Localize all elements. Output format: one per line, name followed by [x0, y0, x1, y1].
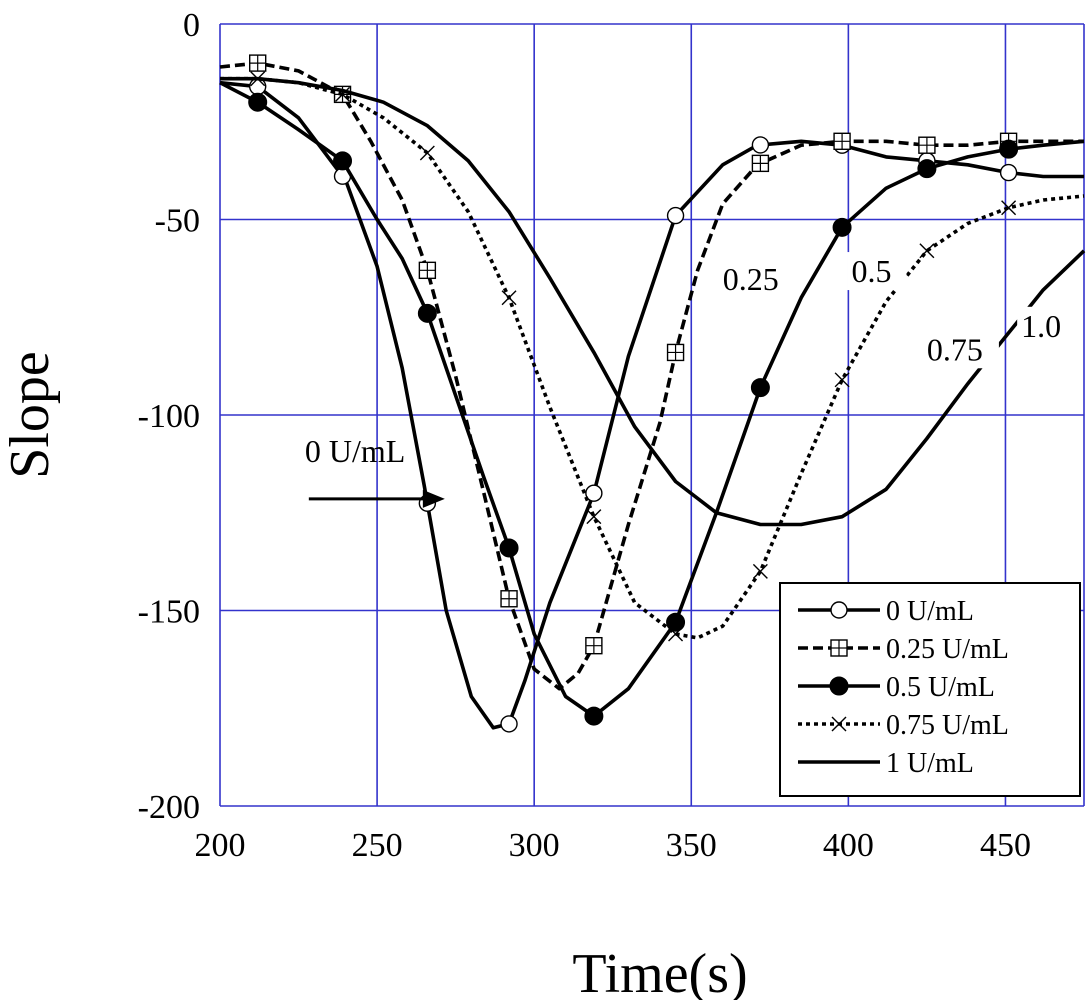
- x-tick-label: 350: [666, 827, 717, 864]
- data-point: [500, 590, 518, 608]
- annotation-label: 0 U/mL: [305, 433, 405, 469]
- annotation-label: 0.75: [927, 331, 983, 367]
- data-point: [918, 136, 936, 154]
- data-point: [919, 243, 935, 259]
- legend-entry: 0.75 U/mL: [798, 710, 1009, 741]
- y-tick-label: 0: [183, 7, 200, 44]
- y-tick-label: -100: [138, 398, 200, 435]
- x-tick-label: 450: [980, 827, 1031, 864]
- data-point: [833, 132, 851, 151]
- series-line: [219, 80, 1084, 730]
- legend-marker: [830, 601, 848, 619]
- annotation-label: 0.5: [852, 253, 892, 289]
- x-tick-label: 200: [195, 827, 246, 864]
- data-point: [500, 715, 518, 733]
- y-tick-label: -150: [138, 594, 200, 631]
- data-point: [333, 151, 353, 171]
- annotation-bg: [718, 259, 795, 298]
- legend: 0 U/mL 0.25 U/mL 0.5 U/mL 0.75 U/mL 1 U/mL: [779, 582, 1081, 797]
- annotation-bg: [847, 252, 907, 291]
- legend-marker: [829, 676, 849, 696]
- data-point: [751, 154, 770, 173]
- annotation-label: 0.25: [723, 261, 779, 297]
- legend-entry: 0.5 U/mL: [798, 672, 995, 703]
- legend-label: 0 U/mL: [886, 596, 974, 627]
- y-axis-title: Slope: [0, 351, 61, 479]
- legend-entry: 1 U/mL: [798, 748, 974, 779]
- legend-label: 0.25 U/mL: [886, 634, 1009, 665]
- data-point: [586, 509, 602, 525]
- series-4: [220, 76, 1086, 527]
- data-point: [666, 343, 685, 362]
- data-point: [248, 92, 268, 112]
- legend-marker: [830, 639, 848, 657]
- legend-entry: 0.25 U/mL: [798, 634, 1009, 665]
- data-point: [1001, 200, 1017, 216]
- data-point: [249, 54, 267, 72]
- series-line: [220, 76, 1085, 640]
- data-point: [999, 139, 1019, 159]
- data-point: [666, 612, 686, 632]
- annotation-bg: [922, 330, 999, 369]
- plot-area: [219, 54, 1086, 733]
- data-point: [832, 217, 852, 237]
- data-point: [417, 303, 437, 323]
- data-point: [499, 538, 519, 558]
- legend-marker: [831, 716, 847, 732]
- data-point: [917, 159, 937, 179]
- legend-label: 0.75 U/mL: [886, 710, 1009, 741]
- data-point: [584, 706, 604, 726]
- annotation-bg: [1017, 306, 1077, 345]
- data-point: [418, 261, 437, 280]
- legend-label: 0.5 U/mL: [886, 672, 995, 703]
- series-line: [219, 61, 1084, 691]
- series-3: [220, 71, 1085, 642]
- data-point: [585, 484, 603, 502]
- data-point: [666, 206, 685, 225]
- data-point: [834, 372, 850, 388]
- axes: 200 250 300 350 400 450 0 -50 -100 -150 -200: [138, 7, 1031, 864]
- data-point: [750, 378, 770, 398]
- series-2: [219, 81, 1085, 726]
- data-point: [999, 163, 1018, 182]
- legend-label: 1 U/mL: [886, 748, 974, 779]
- series-1: [219, 54, 1084, 691]
- arrow-head: [422, 489, 445, 508]
- legend-entry: 0 U/mL: [798, 596, 974, 627]
- data-point: [501, 290, 517, 306]
- x-tick-label: 300: [509, 827, 560, 864]
- data-point: [585, 636, 603, 655]
- data-point: [752, 563, 768, 579]
- y-tick-label: -200: [138, 789, 200, 826]
- series-line: [220, 76, 1086, 527]
- x-axis-title: Time(s): [572, 943, 747, 1000]
- y-tick-label: -50: [155, 203, 200, 240]
- data-point: [668, 626, 684, 642]
- annotation-label: 1.0: [1021, 308, 1061, 344]
- annotations: 0 U/mL 0.25 0.5 0.75 1.0: [305, 252, 1077, 508]
- x-tick-label: 400: [823, 827, 874, 864]
- data-point: [419, 145, 435, 161]
- data-point: [751, 136, 770, 154]
- x-tick-label: 250: [352, 827, 403, 864]
